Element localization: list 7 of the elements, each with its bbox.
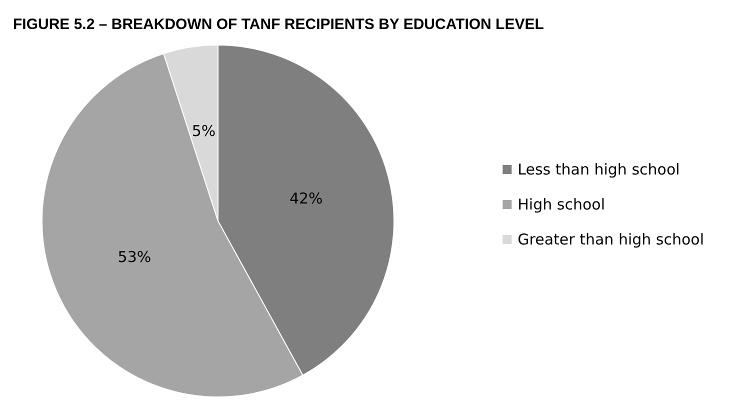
chart-title: FIGURE 5.2 – BREAKDOWN OF TANF RECIPIENTS BY EDUCATION LEVEL: [13, 16, 544, 33]
data-label: 5%: [192, 122, 216, 140]
legend-label: High school: [518, 196, 605, 214]
legend-label: Less than high school: [518, 160, 680, 178]
data-label: 42%: [289, 189, 323, 208]
data-label: 53%: [118, 248, 152, 266]
legend-label: Greater than high school: [518, 230, 704, 248]
